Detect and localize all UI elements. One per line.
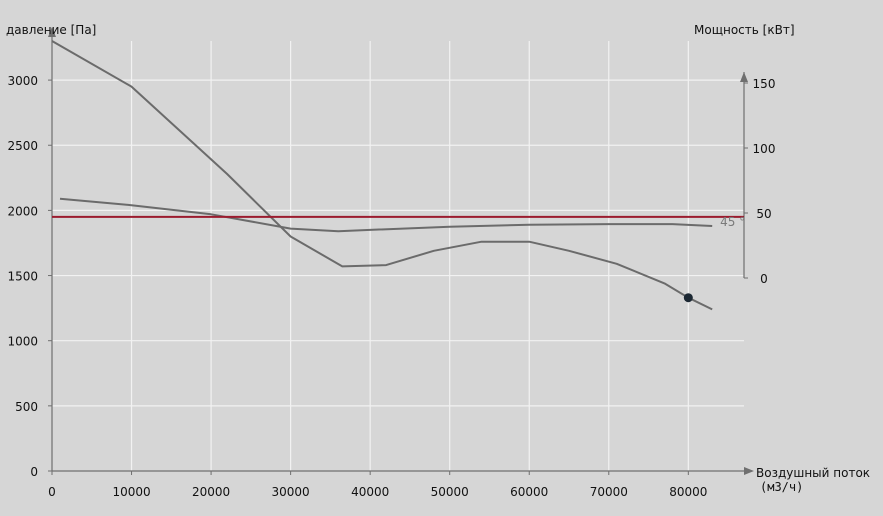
x-axis-arrow	[744, 467, 754, 475]
pressure-curve	[51, 40, 713, 311]
axes	[48, 27, 754, 475]
x-tick-label: 40000	[351, 485, 389, 499]
y-axis-right-title: Мощность [кВт]	[694, 23, 795, 37]
y-tick-label-left: 500	[15, 400, 38, 414]
y-tick-label-left: 0	[30, 465, 38, 479]
curve-annotation-label: 45 °	[720, 215, 745, 229]
x-tick-label: 20000	[192, 485, 230, 499]
y-tick-label-right: 100	[753, 142, 776, 156]
x-tick-label: 10000	[112, 485, 150, 499]
y-axis-left-arrow	[48, 27, 56, 37]
y-tick-label-left: 1500	[7, 270, 38, 284]
x-axis-unit: (м3/ч)	[760, 480, 803, 494]
y-tick-label-right: 0	[760, 272, 768, 286]
y-tick-label-left: 1000	[7, 335, 38, 349]
y-axis-right-arrow	[740, 72, 748, 82]
x-tick-label: 80000	[669, 485, 707, 499]
series	[51, 40, 744, 311]
y-tick-label-left: 2000	[7, 204, 38, 218]
power-curve	[59, 197, 713, 233]
operating-point-marker	[683, 293, 693, 303]
x-tick-label: 50000	[431, 485, 469, 499]
labels: 0 10000 20000 30000 40000 50000 60000 70000 8000…	[7, 74, 775, 499]
x-tick-label: 70000	[590, 485, 628, 499]
x-tick-label: 0	[48, 485, 56, 499]
y-tick-label-left: 2500	[7, 139, 38, 153]
y-tick-label-right: 50	[756, 207, 771, 221]
grid	[52, 41, 744, 471]
x-tick-label: 60000	[510, 485, 548, 499]
x-axis-title: Воздушный поток	[756, 466, 870, 480]
x-tick-label: 30000	[272, 485, 310, 499]
y-tick-label-right: 150	[753, 77, 776, 91]
y-axis-left-title: давление [Па]	[6, 23, 96, 37]
y-tick-label-left: 3000	[7, 74, 38, 88]
